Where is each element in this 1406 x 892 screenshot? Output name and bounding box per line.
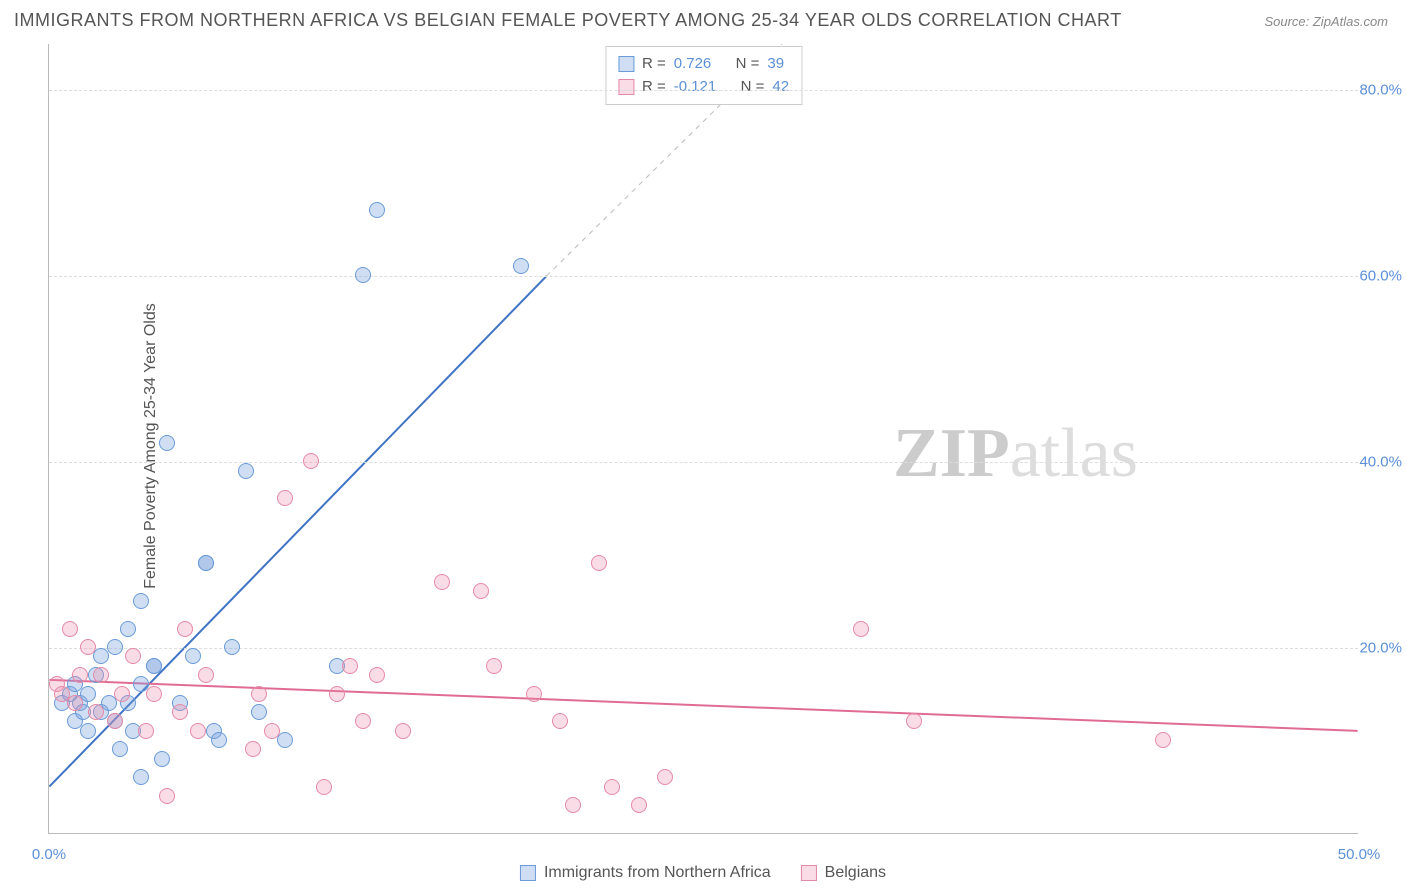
legend-label: Belgians [825,864,886,882]
data-point [657,769,673,785]
data-point [303,453,319,469]
gridline [49,90,1358,91]
data-point [238,463,254,479]
gridline [49,648,1358,649]
r-value: -0.121 [674,76,717,99]
y-tick-label: 20.0% [1359,640,1402,657]
data-point [251,704,267,720]
data-point [159,788,175,804]
data-point [114,686,130,702]
legend-item: Belgians [801,864,886,882]
data-point [146,658,162,674]
watermark: ZIPatlas [893,414,1138,494]
data-point [224,639,240,655]
legend-label: Immigrants from Northern Africa [544,864,771,882]
data-point [486,658,502,674]
data-point [138,723,154,739]
data-point [631,797,647,813]
data-point [1155,732,1171,748]
data-point [172,704,188,720]
data-point [107,713,123,729]
data-point [67,695,83,711]
source-credit: Source: ZipAtlas.com [1264,14,1388,29]
data-point [316,779,332,795]
data-point [264,723,280,739]
data-point [120,621,136,637]
data-point [355,267,371,283]
data-point [329,686,345,702]
data-point [133,593,149,609]
x-tick-label: 0.0% [32,846,66,863]
legend-swatch [801,865,817,881]
bottom-legend: Immigrants from Northern Africa Belgians [520,864,886,882]
data-point [552,713,568,729]
data-point [395,723,411,739]
x-tick-label: 50.0% [1338,846,1381,863]
data-point [177,621,193,637]
legend-swatch [520,865,536,881]
data-point [125,648,141,664]
data-point [198,555,214,571]
n-value: 42 [772,76,789,99]
data-point [342,658,358,674]
scatter-plot-area: ZIPatlas R =0.726 N =39R =-0.121 N =42 2… [48,44,1358,834]
data-point [277,732,293,748]
data-point [198,667,214,683]
data-point [526,686,542,702]
data-point [190,723,206,739]
r-value: 0.726 [674,53,712,76]
y-tick-label: 80.0% [1359,82,1402,99]
data-point [245,741,261,757]
data-point [72,667,88,683]
data-point [112,741,128,757]
n-label: N = [736,53,760,76]
trend-lines-layer [49,44,1358,833]
data-point [133,769,149,785]
data-point [146,686,162,702]
data-point [80,723,96,739]
data-point [277,490,293,506]
data-point [251,686,267,702]
data-point [434,574,450,590]
data-point [369,667,385,683]
data-point [604,779,620,795]
data-point [906,713,922,729]
data-point [513,258,529,274]
data-point [853,621,869,637]
legend-item: Immigrants from Northern Africa [520,864,771,882]
y-tick-label: 60.0% [1359,268,1402,285]
r-label: R = [642,76,666,99]
data-point [62,621,78,637]
data-point [591,555,607,571]
correlation-stats-box: R =0.726 N =39R =-0.121 N =42 [605,46,802,105]
data-point [80,639,96,655]
data-point [185,648,201,664]
legend-swatch [618,56,634,72]
legend-swatch [618,79,634,95]
data-point [154,751,170,767]
stats-row: R = -0.121 N = 42 [618,76,789,99]
gridline [49,276,1358,277]
data-point [211,732,227,748]
stats-row: R = 0.726 N = 39 [618,53,789,76]
data-point [88,704,104,720]
n-label: N = [741,76,765,99]
y-tick-label: 40.0% [1359,454,1402,471]
chart-title: IMMIGRANTS FROM NORTHERN AFRICA VS BELGI… [14,10,1122,31]
data-point [159,435,175,451]
data-point [565,797,581,813]
data-point [93,667,109,683]
data-point [107,639,123,655]
data-point [369,202,385,218]
data-point [355,713,371,729]
n-value: 39 [767,53,784,76]
data-point [473,583,489,599]
r-label: R = [642,53,666,76]
